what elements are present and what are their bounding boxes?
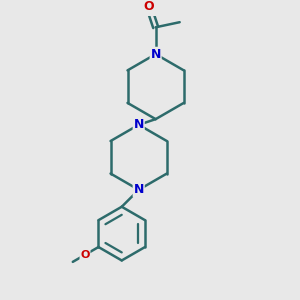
Text: N: N: [134, 118, 144, 131]
Text: N: N: [134, 183, 144, 196]
Text: O: O: [80, 250, 90, 260]
Text: O: O: [143, 0, 154, 13]
Text: N: N: [151, 48, 161, 61]
